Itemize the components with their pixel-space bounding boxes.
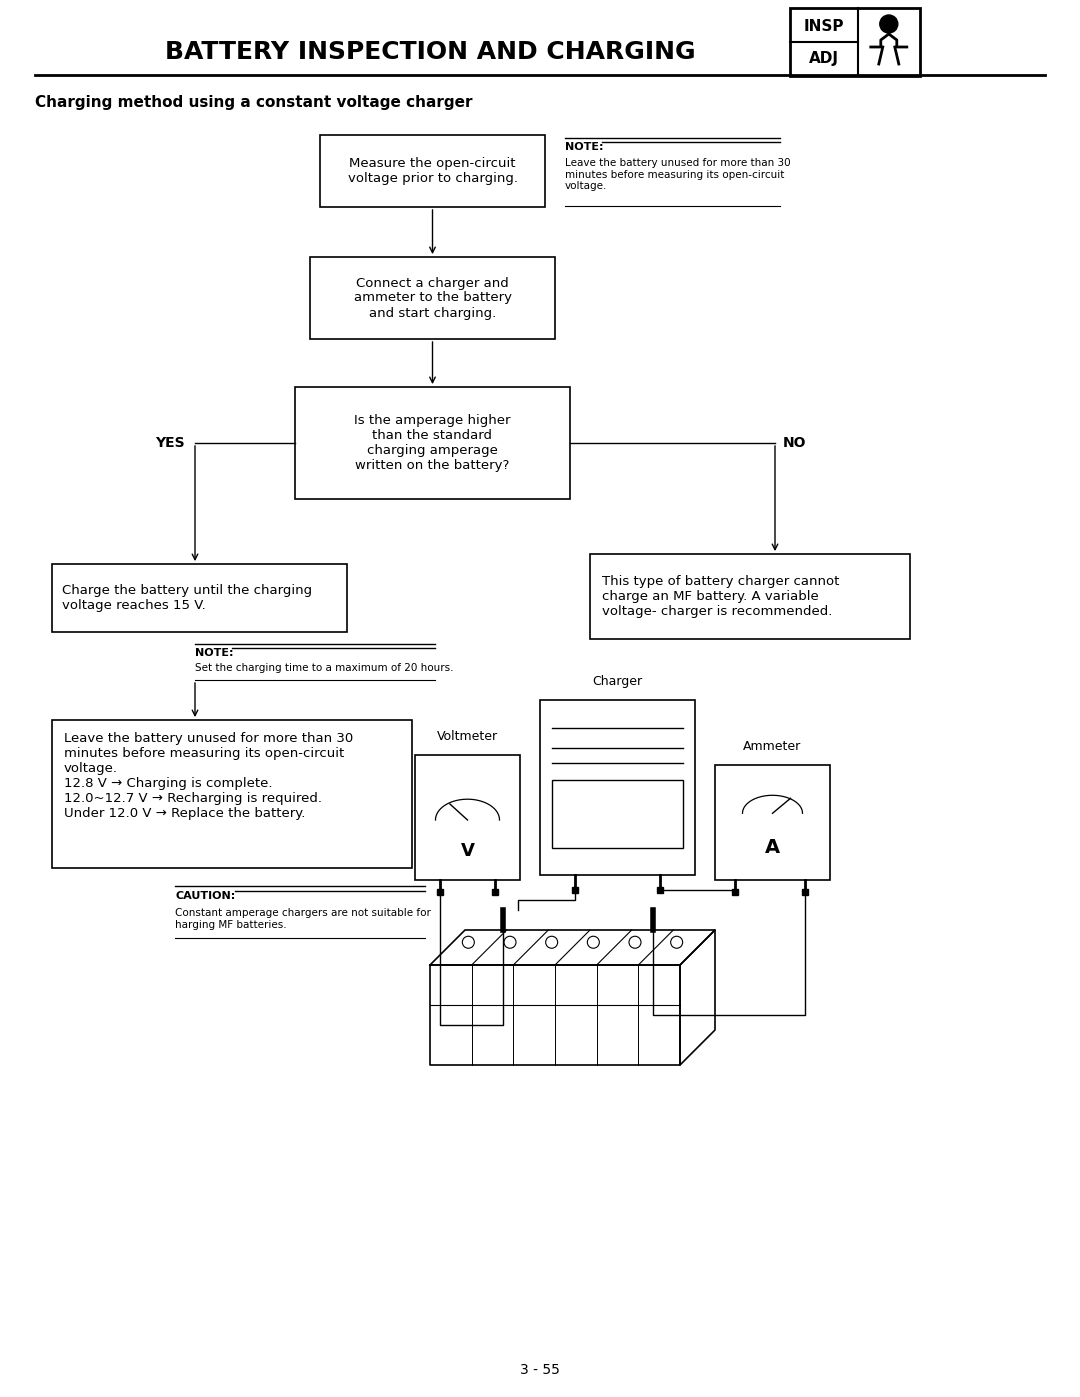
Text: BATTERY INSPECTION AND CHARGING: BATTERY INSPECTION AND CHARGING [164,41,696,64]
Text: 3 - 55: 3 - 55 [521,1363,559,1377]
Text: This type of battery charger cannot
charge an MF battery. A variable
voltage- ch: This type of battery charger cannot char… [602,576,839,617]
Text: CAUTION:: CAUTION: [175,891,235,901]
Text: ADJ: ADJ [809,52,839,67]
Text: Charger: Charger [593,675,643,687]
Text: A: A [765,838,780,858]
Text: NOTE:: NOTE: [565,142,604,152]
Text: NOTE:: NOTE: [195,648,233,658]
Bar [540,700,696,875]
Bar [52,719,411,868]
Text: Connect a charger and
ammeter to the battery
and start charging.: Connect a charger and ammeter to the bat… [353,277,512,320]
Bar [715,766,831,880]
Text: Set the charging time to a maximum of 20 hours.: Set the charging time to a maximum of 20… [195,664,454,673]
Text: NO: NO [783,436,807,450]
Text: YES: YES [156,436,185,450]
Text: Constant amperage chargers are not suitable for
harging MF batteries.: Constant amperage chargers are not suita… [175,908,431,929]
Text: Leave the battery unused for more than 30
minutes before measuring its open-circ: Leave the battery unused for more than 3… [64,732,353,820]
Bar [310,257,555,339]
Bar [789,8,920,75]
Bar [552,780,683,848]
Text: Charge the battery until the charging
voltage reaches 15 V.: Charge the battery until the charging vo… [62,584,312,612]
Text: Measure the open-circuit
voltage prior to charging.: Measure the open-circuit voltage prior t… [348,156,517,184]
Bar [590,555,910,638]
Text: Ammeter: Ammeter [743,740,801,753]
Text: INSP: INSP [804,20,845,34]
Text: V: V [460,842,474,861]
Bar [320,136,545,207]
Text: Is the amperage higher
than the standard
charging amperage
written on the batter: Is the amperage higher than the standard… [354,414,511,472]
Bar [52,564,347,631]
Circle shape [880,15,897,34]
Bar [415,754,519,880]
Text: Charging method using a constant voltage charger: Charging method using a constant voltage… [35,95,473,110]
Text: Voltmeter: Voltmeter [437,731,498,743]
Bar [295,387,570,499]
Text: Leave the battery unused for more than 30
minutes before measuring its open-circ: Leave the battery unused for more than 3… [565,158,791,191]
